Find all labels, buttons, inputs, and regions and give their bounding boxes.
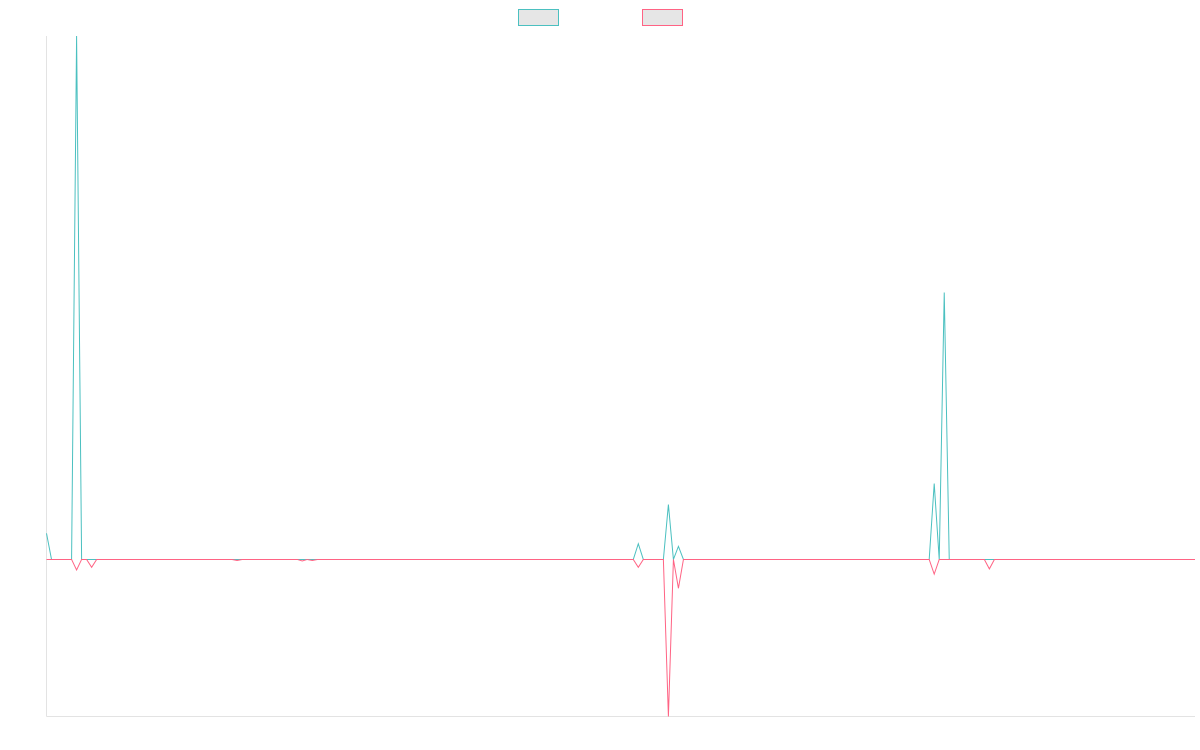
series-line-1	[46, 35, 1195, 560]
legend-swatch-1	[518, 9, 559, 26]
series-layer	[46, 35, 1195, 717]
legend	[518, 9, 683, 26]
axes	[46, 36, 1195, 717]
series-line-2	[46, 558, 1195, 717]
legend-item-2[interactable]	[642, 9, 683, 26]
legend-item-1[interactable]	[518, 9, 559, 26]
legend-swatch-2	[642, 9, 683, 26]
